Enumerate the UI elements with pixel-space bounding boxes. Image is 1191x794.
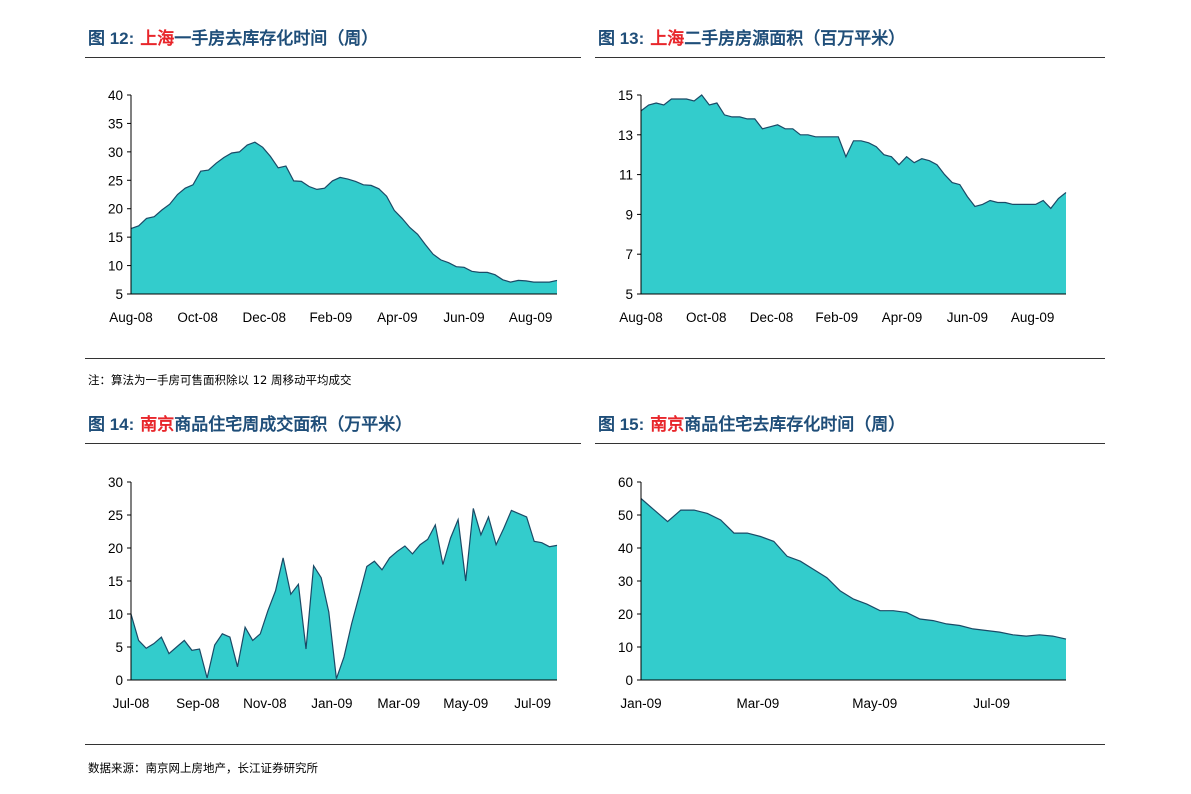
x-tick-label: Aug-08 [109, 310, 153, 325]
x-tick-label: Jun-09 [947, 310, 988, 325]
city-name: 上海 [650, 29, 685, 49]
city-name: 南京 [650, 415, 685, 435]
x-tick-label: Nov-08 [243, 696, 287, 711]
y-tick-label: 10 [108, 607, 123, 622]
y-tick-label: 10 [108, 259, 123, 274]
series-area [641, 498, 1066, 680]
divider-mid-right [595, 443, 1105, 444]
y-tick-label: 5 [625, 287, 633, 302]
figure-number: 图 15: [598, 415, 645, 434]
x-tick-label: Jun-09 [443, 310, 484, 325]
x-tick-label: Jul-09 [973, 696, 1010, 711]
chart-1: 5 10 15 20 25 30 35 40 Aug-08 Oct-08 Dec-08 Feb-09 A… [108, 88, 558, 325]
x-tick-label: Aug-08 [619, 310, 663, 325]
y-tick-label: 60 [618, 475, 633, 490]
title-text: 商品住宅周成交面积（万平米） [174, 415, 413, 435]
panel-title-2: 图 13: 上海二手房房源面积（百万平米） [598, 24, 906, 49]
figure-number: 图 14: [88, 415, 135, 434]
source-note: 数据来源：南京网上房地产，长江证券研究所 [88, 761, 318, 775]
panel-title-1: 图 12: 上海一手房去库存化时间（周） [88, 24, 379, 49]
title-text: 商品住宅去库存化时间（周） [684, 415, 906, 435]
y-tick-label: 25 [108, 173, 123, 188]
y-tick-label: 9 [625, 207, 633, 222]
y-tick-label: 20 [108, 541, 123, 556]
divider-bottom [85, 744, 1105, 745]
y-tick-label: 30 [108, 475, 123, 490]
calc-note: 注：算法为一手房可售面积除以 12 周移动平均成交 [88, 373, 352, 387]
x-tick-label: Dec-08 [242, 310, 286, 325]
x-tick-label: May-09 [443, 696, 488, 711]
x-tick-label: Dec-08 [750, 310, 794, 325]
divider-mid [85, 358, 1105, 359]
divider-mid-left [85, 443, 581, 444]
y-tick-label: 11 [619, 168, 633, 183]
y-tick-label: 35 [108, 116, 123, 131]
series-line [130, 141, 558, 283]
x-tick-label: Apr-09 [882, 310, 923, 325]
y-tick-label: 30 [108, 145, 123, 160]
y-tick-label: 10 [618, 640, 633, 655]
y-tick-label: 50 [618, 508, 633, 523]
chart-4: 0 10 20 30 40 50 60 Jan-09 Mar-09 May-09 Jul-09 [618, 475, 1067, 711]
x-tick-label: May-09 [852, 696, 897, 711]
y-tick-label: 5 [115, 287, 123, 302]
series-line [130, 508, 558, 679]
x-tick-label: Apr-09 [377, 310, 418, 325]
x-tick-label: Feb-09 [815, 310, 858, 325]
y-tick-label: 0 [625, 673, 633, 688]
x-tick-label: Oct-08 [177, 310, 218, 325]
x-tick-label: Mar-09 [736, 696, 779, 711]
y-tick-label: 30 [618, 574, 633, 589]
y-tick-label: 13 [618, 128, 633, 143]
y-tick-label: 40 [618, 541, 633, 556]
x-tick-label: Mar-09 [377, 696, 420, 711]
figure-number: 图 13: [598, 29, 645, 48]
city-name: 上海 [140, 29, 175, 49]
x-tick-label: Aug-09 [509, 310, 553, 325]
y-tick-label: 40 [108, 88, 123, 103]
y-tick-label: 15 [108, 574, 123, 589]
series-area [131, 508, 557, 680]
x-tick-label: Aug-09 [1011, 310, 1055, 325]
divider-top-left [85, 57, 581, 58]
x-tick-label: Jan-09 [620, 696, 661, 711]
x-tick-label: Jul-08 [113, 696, 150, 711]
divider-top-right [595, 57, 1105, 58]
y-tick-label: 15 [108, 230, 123, 245]
x-tick-label: Feb-09 [309, 310, 352, 325]
series-area [641, 95, 1066, 294]
chart-2: 5 7 9 11 13 15 Aug-08 Oct-08 Dec-08 Feb-09 Apr-09 J… [618, 88, 1067, 325]
chart-3: 0 5 10 15 20 25 30 Jul-08 Sep-08 Nov-08 Jan-09 Mar-… [108, 475, 558, 711]
y-tick-label: 0 [115, 673, 123, 688]
series-area [131, 142, 557, 294]
x-tick-label: Sep-08 [176, 696, 220, 711]
city-name: 南京 [140, 415, 175, 435]
panel-title-3: 图 14: 南京商品住宅周成交面积（万平米） [88, 410, 413, 435]
title-text: 二手房房源面积（百万平米） [684, 29, 906, 49]
y-tick-label: 25 [108, 508, 123, 523]
y-tick-label: 7 [625, 247, 633, 262]
y-tick-label: 20 [108, 202, 123, 217]
title-text: 一手房去库存化时间（周） [174, 29, 379, 49]
figure-number: 图 12: [88, 29, 135, 48]
x-tick-label: Jul-09 [514, 696, 551, 711]
y-tick-label: 5 [115, 640, 123, 655]
x-tick-label: Oct-08 [686, 310, 727, 325]
panel-title-4: 图 15: 南京商品住宅去库存化时间（周） [598, 410, 906, 435]
y-tick-label: 20 [618, 607, 633, 622]
series-line [640, 94, 1067, 210]
y-tick-label: 15 [618, 88, 633, 103]
series-line [640, 498, 1067, 640]
x-tick-label: Jan-09 [311, 696, 352, 711]
